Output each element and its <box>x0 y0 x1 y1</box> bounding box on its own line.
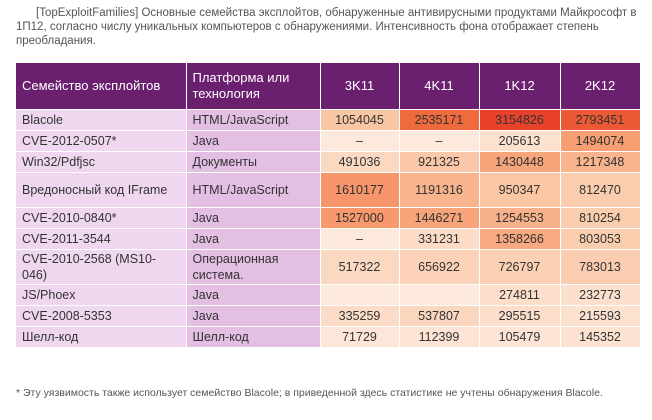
table-footnote: * Эту уязвимость также использует семейс… <box>16 387 603 399</box>
cell-platform: Java <box>186 207 321 229</box>
table-body: Blacole HTML/JavaScript 1054045 2535171 3154… <box>16 109 641 348</box>
cell-exploit-family: Blacole <box>16 109 187 131</box>
cell-value: 112399 <box>399 326 480 348</box>
cell-exploit-family: CVE-2010-0840* <box>16 207 187 229</box>
cell-value: 1191316 <box>399 172 480 208</box>
cell-value: 803053 <box>560 228 641 250</box>
cell-value: 950347 <box>479 172 561 208</box>
cell-value: 1527000 <box>320 207 400 229</box>
cell-value: 810254 <box>560 207 641 229</box>
cell-value: 145352 <box>560 326 641 348</box>
cell-value: 1610177 <box>320 172 400 208</box>
cell-platform: Java <box>186 130 321 152</box>
cell-exploit-family: CVE-2011-3544 <box>16 228 187 250</box>
exploit-families-table: Семейство эксплойтов Платформа или технол… <box>16 63 641 348</box>
cell-value: 335259 <box>320 305 400 327</box>
cell-value: 232773 <box>560 284 641 306</box>
table-header-row: Семейство эксплойтов Платформа или технол… <box>16 63 641 110</box>
cell-value: 783013 <box>560 249 641 285</box>
cell-platform: Java <box>186 228 321 250</box>
table-row: CVE-2012-0507* Java – –205613 1494074 <box>16 130 641 152</box>
cell-value: 205613 <box>479 130 561 152</box>
cell-value: 812470 <box>560 172 641 208</box>
table-row: Вредоносный код IFrame HTML/JavaScript 161… <box>16 172 641 208</box>
header-col-1k12: 1K12 <box>479 63 561 110</box>
cell-platform: Документы <box>186 151 321 173</box>
cell-exploit-family: Вредоносный код IFrame <box>16 172 187 208</box>
table-row: CVE-2010-2568 (MS10-046) Операционная сис… <box>16 249 641 285</box>
cell-value: 537807 <box>399 305 480 327</box>
cell-value: 3154826 <box>479 109 561 131</box>
cell-exploit-family: JS/Phoex <box>16 284 187 306</box>
table-row: Blacole HTML/JavaScript 1054045 2535171 3154… <box>16 109 641 131</box>
cell-value: – <box>399 130 480 152</box>
cell-value <box>320 284 400 306</box>
cell-value: 656922 <box>399 249 480 285</box>
cell-value <box>399 284 480 306</box>
cell-exploit-family: Win32/Pdfjsc <box>16 151 187 173</box>
table-row: Win32/Pdfjsc Документы 491036 921325 1430448… <box>16 151 641 173</box>
cell-value: 1446271 <box>399 207 480 229</box>
cell-value: 1494074 <box>560 130 641 152</box>
header-exploit-family: Семейство эксплойтов <box>16 63 187 110</box>
cell-platform: Шелл-код <box>186 326 321 348</box>
cell-platform: Java <box>186 305 321 327</box>
cell-value: 491036 <box>320 151 400 173</box>
cell-value: 1054045 <box>320 109 400 131</box>
table-caption: [TopExploitFamilies] Основные семейства … <box>16 7 637 47</box>
table-row: CVE-2011-3544 Java –331231 1358266 803053 <box>16 228 641 250</box>
header-col-2k12: 2K12 <box>560 63 641 110</box>
table-row: CVE-2008-5353 Java 335259 537807 295515 21559… <box>16 305 641 327</box>
cell-value: – <box>320 228 400 250</box>
header-col-3k11: 3K11 <box>320 63 400 110</box>
table-row: CVE-2010-0840* Java 1527000 1446271 1254553 8… <box>16 207 641 229</box>
cell-platform: HTML/JavaScript <box>186 172 321 208</box>
cell-exploit-family: CVE-2012-0507* <box>16 130 187 152</box>
cell-exploit-family: Шелл-код <box>16 326 187 348</box>
cell-value: 1217348 <box>560 151 641 173</box>
cell-exploit-family: CVE-2010-2568 (MS10-046) <box>16 249 187 285</box>
cell-value: 2535171 <box>399 109 480 131</box>
cell-value: 1430448 <box>479 151 561 173</box>
cell-platform: HTML/JavaScript <box>186 109 321 131</box>
cell-value: 1254553 <box>479 207 561 229</box>
cell-value: 517322 <box>320 249 400 285</box>
cell-platform: Java <box>186 284 321 306</box>
cell-value: 274811 <box>479 284 561 306</box>
cell-value: 71729 <box>320 326 400 348</box>
cell-exploit-family: CVE-2008-5353 <box>16 305 187 327</box>
cell-value: 215593 <box>560 305 641 327</box>
cell-value: 105479 <box>479 326 561 348</box>
header-platform: Платформа или технология <box>186 63 321 110</box>
cell-value: 1358266 <box>479 228 561 250</box>
cell-value: 921325 <box>399 151 480 173</box>
exploit-families-table-container: Семейство эксплойтов Платформа или технол… <box>16 63 641 348</box>
table-row: Шелл-код Шелл-код 71729 112399 105479 145352 <box>16 326 641 348</box>
cell-value: 726797 <box>479 249 561 285</box>
header-col-4k11: 4K11 <box>399 63 480 110</box>
cell-platform: Операционная система. <box>186 249 321 285</box>
cell-value: 331231 <box>399 228 480 250</box>
cell-value: – <box>320 130 400 152</box>
cell-value: 295515 <box>479 305 561 327</box>
cell-value: 2793451 <box>560 109 641 131</box>
table-row: JS/Phoex Java 274811 232773 <box>16 284 641 306</box>
